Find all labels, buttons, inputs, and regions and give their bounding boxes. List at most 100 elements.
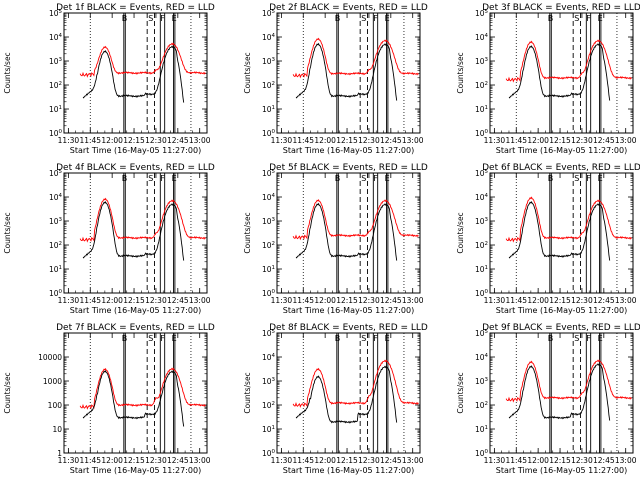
interval-marker-label: B xyxy=(548,174,554,183)
y-tick-label: 102 xyxy=(475,401,488,410)
interval-marker-label: B xyxy=(122,174,128,183)
interval-marker-label: B xyxy=(335,174,341,183)
lld-series-line xyxy=(505,196,632,243)
y-tick-label: 105 xyxy=(49,169,63,178)
y-tick-label: 10 xyxy=(52,425,62,434)
lld-series-line xyxy=(292,359,419,408)
lld-series-line xyxy=(79,367,206,410)
y-tick-label: 103 xyxy=(475,57,489,66)
interval-marker-label: S xyxy=(574,334,579,343)
y-tick-label: 100 xyxy=(262,129,276,138)
x-tick-label: 11:30 xyxy=(58,456,80,465)
interval-marker-label: E xyxy=(385,334,390,343)
y-tick-label: 105 xyxy=(262,329,276,338)
interval-marker-label: F xyxy=(586,334,591,343)
interval-marker-label: F xyxy=(373,334,378,343)
y-tick-label: 104 xyxy=(49,193,63,202)
x-tick-label: 11:45 xyxy=(79,136,101,145)
y-axis-label: Counts/sec xyxy=(243,52,252,93)
lld-series-line xyxy=(79,197,206,243)
x-tick-label: 12:30 xyxy=(571,296,593,305)
interval-marker-label: E xyxy=(172,14,177,23)
interval-marker-label: S xyxy=(148,334,153,343)
interval-marker-label: E xyxy=(598,174,603,183)
x-tick-label: 13:00 xyxy=(189,136,211,145)
x-tick-label: 11:30 xyxy=(271,136,293,145)
y-tick-label: 1000 xyxy=(43,377,62,386)
y-tick-label: 101 xyxy=(49,105,62,114)
interval-marker-label: F xyxy=(160,14,165,23)
events-series-line xyxy=(508,43,611,101)
x-tick-label: 12:45 xyxy=(167,296,189,305)
interval-marker-label: E xyxy=(172,174,177,183)
x-tick-label: 12:45 xyxy=(167,456,189,465)
y-tick-label: 102 xyxy=(475,81,488,90)
y-tick-label: 101 xyxy=(49,265,62,274)
y-tick-label: 104 xyxy=(475,193,489,202)
lld-series-line xyxy=(292,198,419,241)
x-tick-label: 12:45 xyxy=(593,296,615,305)
x-tick-label: 12:45 xyxy=(380,456,402,465)
x-axis-label: Start Time (16-May-05 11:27:00) xyxy=(496,466,627,475)
interval-marker-label: E xyxy=(172,334,177,343)
x-axis-label: Start Time (16-May-05 11:27:00) xyxy=(70,146,201,155)
plot-frame xyxy=(489,332,634,454)
y-tick-label: 100 xyxy=(262,289,276,298)
interval-marker-label: E xyxy=(385,14,390,23)
y-axis-label: Counts/sec xyxy=(3,372,12,413)
x-tick-label: 12:00 xyxy=(101,456,123,465)
x-tick-label: 12:30 xyxy=(145,296,167,305)
y-tick-label: 104 xyxy=(262,33,276,42)
x-tick-label: 12:15 xyxy=(123,136,145,145)
interval-marker-label: E xyxy=(598,14,603,23)
panel-title: Det 6f BLACK = Events, RED = LLD xyxy=(482,163,640,173)
y-tick-label: 100 xyxy=(262,449,276,458)
y-axis-label: Counts/sec xyxy=(3,212,12,253)
y-tick-label: 102 xyxy=(49,81,62,90)
y-axis-label: Counts/sec xyxy=(243,212,252,253)
y-tick-label: 100 xyxy=(475,129,489,138)
x-tick-label: 13:00 xyxy=(615,136,637,145)
interval-marker-label: B xyxy=(122,334,128,343)
x-tick-label: 12:00 xyxy=(527,456,549,465)
y-axis-label: Counts/sec xyxy=(456,372,465,413)
x-axis-label: Start Time (16-May-05 11:27:00) xyxy=(283,306,414,315)
x-tick-label: 13:00 xyxy=(402,296,424,305)
interval-marker-label: S xyxy=(574,174,579,183)
x-tick-label: 13:00 xyxy=(402,136,424,145)
y-axis-label: Counts/sec xyxy=(243,372,252,413)
x-tick-label: 12:45 xyxy=(593,136,615,145)
events-series-line xyxy=(82,369,185,427)
y-tick-label: 105 xyxy=(475,329,489,338)
x-tick-label: 12:30 xyxy=(145,456,167,465)
x-tick-label: 12:00 xyxy=(314,296,336,305)
y-tick-label: 105 xyxy=(475,169,489,178)
y-tick-label: 100 xyxy=(48,401,63,410)
y-tick-label: 104 xyxy=(262,193,276,202)
interval-marker-label: F xyxy=(586,174,591,183)
x-tick-label: 11:45 xyxy=(292,296,314,305)
x-tick-label: 12:30 xyxy=(571,456,593,465)
interval-marker-label: F xyxy=(373,14,378,23)
x-tick-label: 12:15 xyxy=(549,136,571,145)
x-tick-label: 12:45 xyxy=(380,136,402,145)
x-tick-label: 12:00 xyxy=(527,296,549,305)
x-tick-label: 12:30 xyxy=(145,136,167,145)
x-tick-label: 12:30 xyxy=(358,456,380,465)
y-tick-label: 102 xyxy=(262,81,275,90)
y-tick-label: 105 xyxy=(262,169,276,178)
y-tick-label: 101 xyxy=(475,105,488,114)
events-series-line xyxy=(508,200,611,261)
y-tick-label: 1 xyxy=(57,449,62,458)
y-tick-label: 103 xyxy=(262,217,276,226)
y-tick-label: 103 xyxy=(475,217,489,226)
plot-frame xyxy=(63,332,208,454)
y-tick-label: 105 xyxy=(262,9,276,18)
